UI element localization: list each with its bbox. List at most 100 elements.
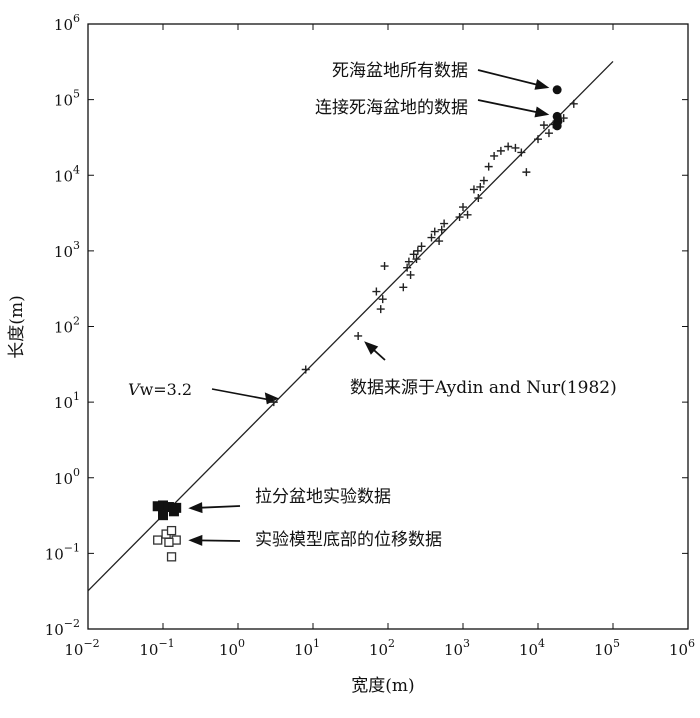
x-tick-label-exponent: −2 (83, 637, 99, 650)
x-axis-label: 宽度(m) (351, 676, 414, 696)
dot-point (552, 121, 562, 131)
plus-point (409, 250, 418, 259)
x-tick-label-exponent: 3 (463, 637, 470, 650)
filled-square-point (158, 510, 168, 521)
x-tick-label-exponent: 4 (538, 637, 545, 650)
y-tick-label-base: 10 (45, 621, 64, 639)
data-points (152, 85, 578, 562)
x-tick-label: 10−1 (139, 637, 174, 659)
plus-point (496, 146, 505, 155)
y-tick-label: 106 (54, 12, 80, 34)
plus-point (440, 219, 449, 228)
x-tick-label: 104 (519, 637, 545, 659)
annotation-label: 连接死海盆地的数据 (315, 98, 468, 118)
y-tick-label-base: 10 (54, 167, 73, 185)
x-tick-label: 103 (444, 637, 470, 659)
fit-line-label: Vw=3.2 (128, 380, 192, 399)
y-tick-label: 105 (54, 88, 80, 110)
filled-square-point (158, 500, 168, 511)
plus-point (504, 142, 513, 151)
annotation-arrow (477, 69, 540, 87)
y-tick-label-base: 10 (54, 243, 73, 261)
y-tick-label-base: 10 (54, 92, 73, 110)
x-tick-label: 100 (219, 637, 245, 659)
y-tick-label: 101 (54, 390, 80, 412)
x-tick-label-base: 10 (519, 641, 538, 659)
y-tick-label-exponent: 3 (73, 239, 80, 252)
x-tick-label: 101 (294, 637, 320, 659)
y-tick-label-base: 10 (54, 16, 73, 34)
filled-square-point (163, 502, 174, 513)
plus-point (427, 233, 436, 242)
open-square-point (153, 535, 163, 545)
annotation-arrowhead (188, 534, 203, 546)
open-square-point (166, 525, 177, 536)
plus-point (412, 255, 421, 264)
plus-point (404, 257, 413, 266)
y-tick-label-exponent: −2 (64, 617, 80, 630)
x-tick-label-exponent: −1 (158, 637, 174, 650)
plus-point (435, 237, 444, 246)
annotation-arrow (198, 505, 241, 509)
plus-point (474, 194, 483, 203)
fit-line-arrow (211, 388, 273, 402)
annotation-label: 死海盆地所有数据 (332, 61, 468, 81)
plus-point (378, 295, 387, 304)
plus-point (469, 185, 478, 194)
annotation-label: 拉分盆地实验数据 (255, 487, 391, 507)
annotation-arrowhead (534, 106, 550, 118)
x-tick-label-base: 10 (444, 641, 463, 659)
x-tick-label-base: 10 (669, 641, 688, 659)
y-tick-label-base: 10 (54, 394, 73, 412)
fit-line-label-v: V (128, 380, 141, 399)
y-tick-label: 102 (54, 315, 80, 337)
plus-point (406, 270, 415, 279)
x-tick-label-exponent: 6 (688, 637, 695, 650)
plus-point (413, 246, 422, 255)
y-tick-label: 104 (54, 163, 80, 185)
filled-square-point (152, 501, 163, 512)
y-tick-label: 10−1 (45, 541, 80, 563)
plus-point (511, 143, 520, 152)
y-tick-label-exponent: 4 (73, 163, 80, 176)
plus-point (399, 283, 408, 292)
fit-line-arrowhead (264, 392, 279, 405)
y-tick-label-exponent: 2 (73, 315, 80, 328)
plus-point (376, 305, 385, 314)
filled-square-point (171, 502, 182, 513)
plus-point (490, 151, 499, 160)
y-tick-label: 100 (54, 466, 80, 488)
open-square-point (164, 537, 174, 547)
y-tick-label-exponent: 5 (73, 88, 80, 101)
x-tick-label-exponent: 0 (238, 637, 245, 650)
plus-point (380, 262, 389, 271)
plus-point (372, 287, 381, 296)
plus-point (301, 365, 310, 374)
dot-point (552, 85, 562, 95)
y-axis-label: 长度(m) (7, 295, 27, 358)
fit-line (87, 60, 614, 592)
x-tick-label-exponent: 5 (613, 637, 620, 650)
open-square-point (166, 552, 177, 562)
y-tick-label-exponent: 1 (73, 390, 80, 403)
x-tick-label-base: 10 (594, 641, 613, 659)
plus-point (517, 148, 526, 157)
plus-point (539, 121, 548, 130)
fit-line-label-rest: w=3.2 (140, 380, 193, 399)
plus-point (430, 227, 439, 236)
y-tick-label-base: 10 (54, 470, 73, 488)
x-tick-label-exponent: 2 (388, 637, 395, 650)
plus-point (354, 331, 363, 340)
fit-line-group: Vw=3.2 (87, 60, 614, 592)
x-tick-label-base: 10 (219, 641, 238, 659)
x-tick-label: 106 (669, 637, 695, 659)
x-tick-label: 10−2 (64, 637, 99, 659)
plus-point (569, 99, 578, 108)
y-tick-label-base: 10 (45, 545, 64, 563)
annotation-arrow (198, 539, 241, 542)
y-tick-label-exponent: 0 (73, 466, 80, 479)
x-tick-label-base: 10 (139, 641, 158, 659)
plus-point (522, 168, 531, 177)
